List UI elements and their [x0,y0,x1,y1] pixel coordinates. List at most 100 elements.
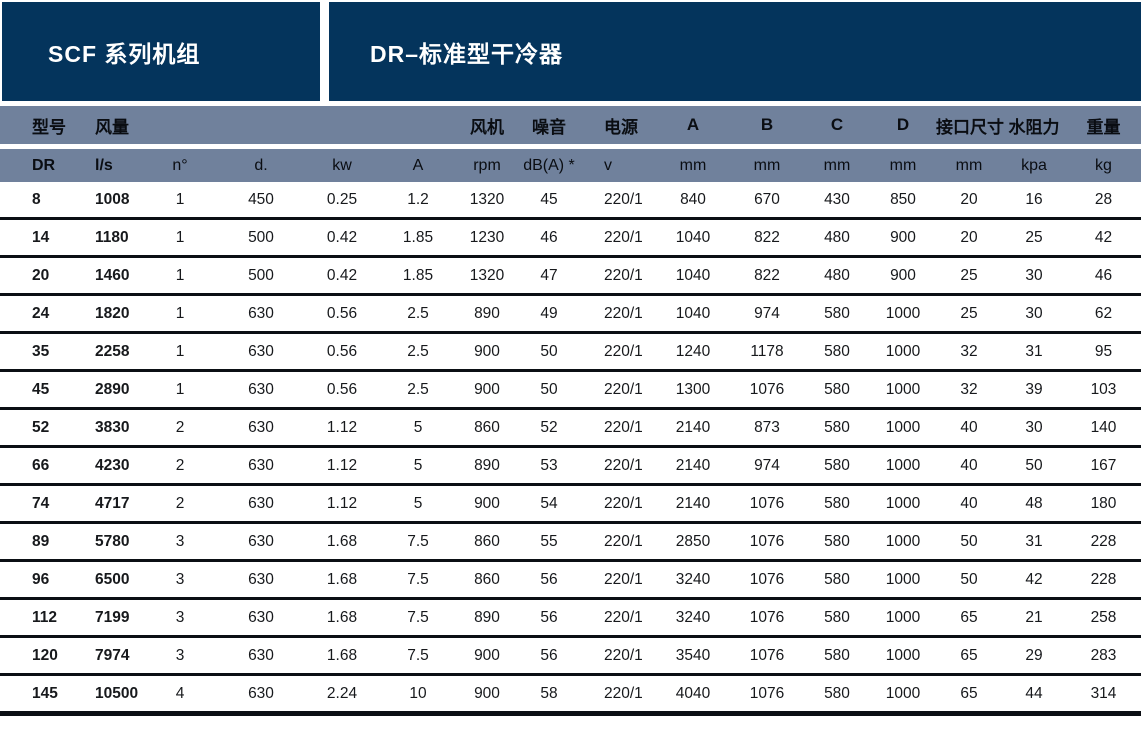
cell: 840 [656,182,730,220]
cell: 5 [382,448,454,486]
unit-header: rpm [454,149,520,182]
cell: 220/1 [578,486,656,524]
cell: 40 [936,410,1002,448]
unit-header: mm [870,149,936,182]
cell: 1076 [730,676,804,716]
cell: 40 [936,448,1002,486]
cell: 1.68 [302,524,382,562]
cell: 140 [1066,410,1141,448]
cell: 7199 [62,600,140,638]
unit-header: n° [140,149,220,182]
cell: 1.12 [302,486,382,524]
cell: 1076 [730,600,804,638]
cell: 30 [1002,410,1066,448]
cell: 0.25 [302,182,382,220]
cell: 145 [0,676,62,716]
cell: 900 [454,638,520,676]
cell: 1240 [656,334,730,372]
cell: 32 [936,372,1002,410]
cell: 2258 [62,334,140,372]
cell: 900 [454,372,520,410]
cell: 56 [520,562,578,600]
cell: 46 [520,220,578,258]
cell: 580 [804,372,870,410]
unit-header: DR [0,149,62,182]
cell: 1.12 [302,410,382,448]
column-group-header: B [730,106,804,149]
column-group-header: 电源 [578,106,656,149]
cell: 46 [1066,258,1141,296]
cell: 74 [0,486,62,524]
cell: 890 [454,296,520,334]
unit-header: mm [656,149,730,182]
cell: 1460 [62,258,140,296]
cell: 30 [1002,296,1066,334]
cell: 580 [804,486,870,524]
cell: 258 [1066,600,1141,638]
column-group-header: A [656,106,730,149]
table-row: 45 2890 1 630 0.56 2.5 900 50 220/1 1300 1076 580 10… [0,372,1141,410]
column-group-header: 噪音 [520,106,578,149]
cell: 14 [0,220,62,258]
table-row: 35 2258 1 630 0.56 2.5 900 50 220/1 1240 1178 580 10… [0,334,1141,372]
cell: 890 [454,600,520,638]
cell: 65 [936,638,1002,676]
cell: 66 [0,448,62,486]
cell: 1040 [656,296,730,334]
cell: 25 [1002,220,1066,258]
cell: 31 [1002,524,1066,562]
table-row: 52 3830 2 630 1.12 5 860 52 220/1 2140 873 580 1000 4… [0,410,1141,448]
cell: 580 [804,410,870,448]
table-row: 8 1008 1 450 0.25 1.2 1320 45 220/1 840 670 430 850 2… [0,182,1141,220]
cell: 670 [730,182,804,220]
cell: 65 [936,676,1002,716]
cell: 1008 [62,182,140,220]
cell: 40 [936,486,1002,524]
cell: 1 [140,258,220,296]
cell: 1 [140,372,220,410]
cell: 1076 [730,638,804,676]
unit-header: mm [936,149,1002,182]
cell: 220/1 [578,638,656,676]
cell: 32 [936,334,1002,372]
cell: 2.5 [382,372,454,410]
table-row: 112 7199 3 630 1.68 7.5 890 56 220/1 3240 1076 580 1… [0,600,1141,638]
cell: 62 [1066,296,1141,334]
cell: 20 [0,258,62,296]
column-group-header: 风机 [454,106,520,149]
cell: 900 [870,258,936,296]
header-banner: SCF 系列机组 DR–标准型干冷器 [2,2,1141,101]
cell: 4717 [62,486,140,524]
cell: 28 [1066,182,1141,220]
cell: 228 [1066,562,1141,600]
cell: 7.5 [382,600,454,638]
cell: 3 [140,562,220,600]
column-group-header: 接口尺寸 [936,106,1004,149]
cell: 1040 [656,220,730,258]
cell: 180 [1066,486,1141,524]
cell: 900 [454,334,520,372]
cell: 630 [220,524,302,562]
cell: 1 [140,296,220,334]
column-group-header: 型号 [0,106,66,149]
cell: 50 [520,372,578,410]
cell: 24 [0,296,62,334]
cell: 10 [382,676,454,716]
cell: 65 [936,600,1002,638]
cell: 220/1 [578,600,656,638]
cell: 2140 [656,486,730,524]
table-row: 66 4230 2 630 1.12 5 890 53 220/1 2140 974 580 1000 4… [0,448,1141,486]
cell: 580 [804,638,870,676]
cell: 220/1 [578,296,656,334]
cell: 1.68 [302,638,382,676]
cell: 3830 [62,410,140,448]
cell: 630 [220,562,302,600]
cell: 52 [520,410,578,448]
cell: 48 [1002,486,1066,524]
cell: 822 [730,258,804,296]
cell: 580 [804,448,870,486]
table-row: 20 1460 1 500 0.42 1.85 1320 47 220/1 1040 822 480 9… [0,258,1141,296]
cell: 120 [0,638,62,676]
cell: 4230 [62,448,140,486]
